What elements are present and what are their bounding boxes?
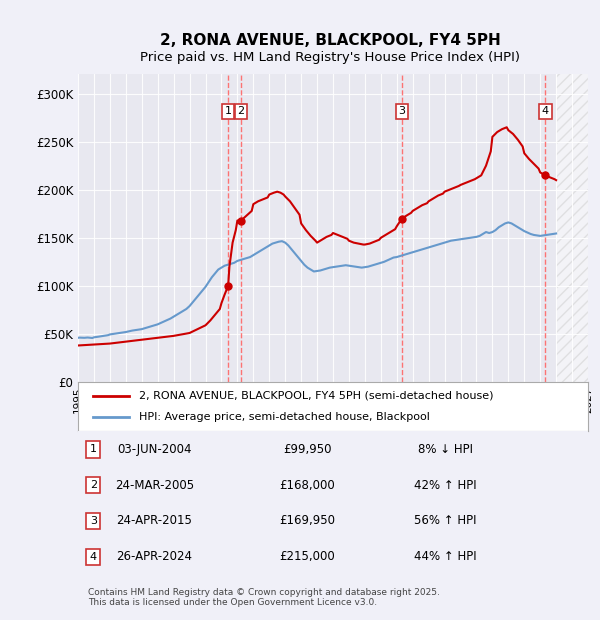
Text: HPI: Average price, semi-detached house, Blackpool: HPI: Average price, semi-detached house,… [139,412,430,422]
Text: 24-APR-2015: 24-APR-2015 [116,515,193,528]
Text: 2: 2 [90,480,97,490]
Text: Price paid vs. HM Land Registry's House Price Index (HPI): Price paid vs. HM Land Registry's House … [140,51,520,63]
Text: 2: 2 [238,106,245,117]
Text: 44% ↑ HPI: 44% ↑ HPI [414,551,476,564]
Text: 03-JUN-2004: 03-JUN-2004 [117,443,192,456]
Text: Contains HM Land Registry data © Crown copyright and database right 2025.
This d: Contains HM Land Registry data © Crown c… [88,588,440,608]
Text: £168,000: £168,000 [280,479,335,492]
Text: 1: 1 [90,444,97,454]
Text: £169,950: £169,950 [280,515,335,528]
Text: 8% ↓ HPI: 8% ↓ HPI [418,443,473,456]
Text: 2, RONA AVENUE, BLACKPOOL, FY4 5PH: 2, RONA AVENUE, BLACKPOOL, FY4 5PH [160,33,500,48]
Text: 4: 4 [542,106,549,117]
Text: 42% ↑ HPI: 42% ↑ HPI [414,479,476,492]
Text: 56% ↑ HPI: 56% ↑ HPI [414,515,476,528]
Text: £215,000: £215,000 [280,551,335,564]
Text: 3: 3 [90,516,97,526]
Text: 4: 4 [90,552,97,562]
Text: 24-MAR-2005: 24-MAR-2005 [115,479,194,492]
Text: 1: 1 [224,106,232,117]
Text: £99,950: £99,950 [283,443,332,456]
Text: 3: 3 [398,106,406,117]
Text: 2, RONA AVENUE, BLACKPOOL, FY4 5PH (semi-detached house): 2, RONA AVENUE, BLACKPOOL, FY4 5PH (semi… [139,391,494,401]
Text: 26-APR-2024: 26-APR-2024 [116,551,193,564]
